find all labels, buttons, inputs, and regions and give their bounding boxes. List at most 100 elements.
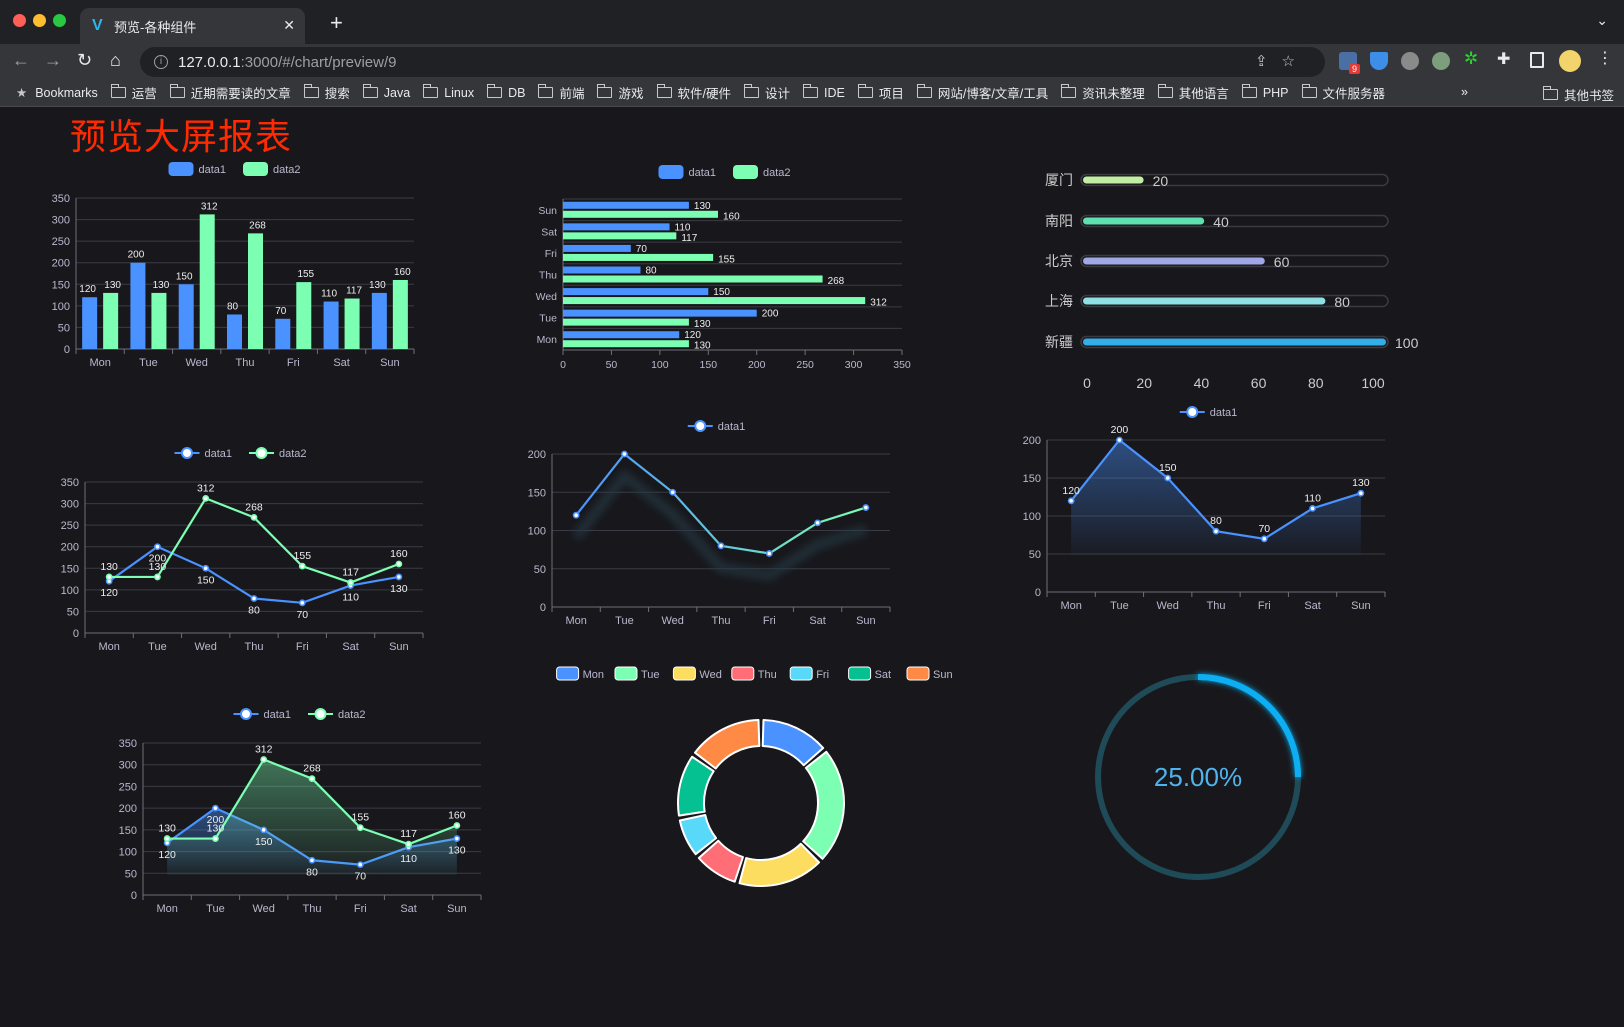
- site-info-icon[interactable]: i: [154, 55, 168, 69]
- point-value-label: 160: [390, 548, 408, 560]
- share-icon[interactable]: ⇪: [1254, 53, 1282, 70]
- other-bookmarks-folder[interactable]: 其他书签: [1542, 85, 1614, 104]
- pie-slice-Tue[interactable]: [802, 750, 845, 860]
- side-panel-icon[interactable]: [1530, 52, 1544, 68]
- bar-value-label: 130: [153, 280, 170, 291]
- back-icon[interactable]: ←: [12, 50, 30, 70]
- bookmarks-button[interactable]: ★ Bookmarks: [16, 85, 98, 101]
- y-tick-label: 150: [61, 563, 79, 575]
- bar-value-label: 150: [176, 271, 193, 282]
- bookmark-folder[interactable]: 搜索: [303, 83, 350, 102]
- pie-slice-Fri[interactable]: [678, 814, 718, 856]
- browser-chrome: V 预览-各种组件 ✕ + ⌄ ← → ↻ ⌂ i 127.0.0.1:3000…: [0, 0, 1624, 107]
- progress-label: 北京: [1045, 253, 1073, 269]
- legend-item-Mon[interactable]: Mon: [556, 666, 604, 681]
- bookmark-folder[interactable]: 设计: [743, 83, 790, 102]
- folder-icon: [303, 84, 319, 98]
- forward-icon[interactable]: →: [44, 50, 62, 70]
- point-value-label: 130: [207, 823, 225, 835]
- bookmark-folder[interactable]: DB: [487, 83, 525, 102]
- x-tick-label: Sun: [380, 357, 400, 369]
- bookmark-folder[interactable]: 文件服务器: [1301, 83, 1385, 102]
- legend-item-data1[interactable]: data1: [658, 165, 717, 179]
- legend-item-data2[interactable]: data2: [733, 165, 791, 179]
- bar-data1: [563, 309, 757, 317]
- browser-tab[interactable]: V 预览-各种组件 ✕: [80, 8, 305, 44]
- address-bar[interactable]: i 127.0.0.1:3000/#/chart/preview/9 ⇪☆: [140, 47, 1325, 77]
- bookmark-folder[interactable]: 项目: [857, 83, 904, 102]
- folder-icon: [803, 84, 818, 98]
- menu-kebab-icon[interactable]: ⋮: [1597, 50, 1613, 67]
- x-tick-label: Thu: [1207, 600, 1226, 612]
- legend-item-data1[interactable]: data1: [233, 708, 292, 721]
- bookmark-folder[interactable]: 其他语言: [1157, 83, 1229, 102]
- bookmarks-bar: ★ Bookmarks 运营 近期需要读的文章 搜索 Java Linux DB 前端 游戏 软件…: [0, 79, 1624, 107]
- star-extension-icon[interactable]: ✲: [1464, 49, 1479, 68]
- avatar[interactable]: [1559, 50, 1581, 72]
- legend-symbol: [1186, 406, 1199, 418]
- close-window-button[interactable]: [13, 14, 26, 27]
- bookmark-folder[interactable]: PHP: [1241, 83, 1289, 102]
- more-bookmarks-chevron[interactable]: »: [1461, 85, 1468, 99]
- new-tab-button[interactable]: +: [330, 10, 343, 35]
- legend-item-data1[interactable]: data1: [687, 420, 746, 433]
- reload-icon[interactable]: ↻: [77, 50, 93, 70]
- x-tick-label: Wed: [186, 357, 208, 369]
- bar-data2: [296, 282, 312, 349]
- pie-slice-Sat[interactable]: [677, 755, 715, 817]
- legend-item-Tue[interactable]: Tue: [614, 666, 660, 681]
- point-value-label: 130: [158, 823, 176, 835]
- legend-item-data1[interactable]: data1: [174, 447, 233, 460]
- progress-label: 厦门: [1045, 172, 1073, 188]
- bar-data2: [248, 233, 263, 349]
- y-tick-label: 0: [73, 628, 79, 640]
- legend-item-Sat[interactable]: Sat: [848, 666, 892, 681]
- bar-data2: [563, 232, 677, 240]
- puzzle-extensions-icon[interactable]: ✚: [1497, 51, 1511, 68]
- green-dot-extension-icon[interactable]: [1432, 52, 1450, 70]
- bookmark-folder[interactable]: 网站/博客/文章/工具: [916, 83, 1048, 102]
- point-value-label: 130: [100, 561, 118, 573]
- legend-item-data2[interactable]: data2: [249, 447, 307, 460]
- progress-value: 100: [1395, 335, 1419, 351]
- bar-value-label: 155: [297, 269, 314, 280]
- pie-slice-Mon[interactable]: [761, 719, 825, 767]
- maximize-window-button[interactable]: [53, 14, 66, 27]
- legend-item-data2[interactable]: data2: [243, 162, 301, 176]
- legend-item-Fri[interactable]: Fri: [789, 666, 829, 681]
- command-extension-icon[interactable]: [1401, 52, 1419, 70]
- legend-item-Thu[interactable]: Thu: [731, 666, 777, 681]
- bar-value-label: 110: [675, 222, 691, 233]
- bookmark-star-icon[interactable]: ☆: [1281, 53, 1309, 70]
- legend-item-Sun[interactable]: Sun: [906, 666, 953, 681]
- bookmark-folder[interactable]: Linux: [423, 83, 474, 102]
- minimize-window-button[interactable]: [33, 14, 46, 27]
- bookmark-folder[interactable]: IDE: [803, 83, 845, 102]
- pie-slice-Wed[interactable]: [738, 842, 820, 887]
- bookmark-folder[interactable]: 软件/硬件: [656, 83, 731, 102]
- bar-data1: [275, 318, 291, 349]
- close-tab-icon[interactable]: ✕: [283, 17, 295, 33]
- data-point-data2: [163, 835, 171, 842]
- gem-extension-icon[interactable]: [1370, 52, 1388, 70]
- tab-search-chevron-icon[interactable]: ⌄: [1596, 12, 1608, 28]
- bookmark-folder[interactable]: 资讯未整理: [1061, 83, 1145, 102]
- data-point-data1: [1067, 497, 1075, 505]
- bookmark-label: Java: [383, 85, 411, 100]
- y-tick-label: 0: [540, 602, 546, 614]
- legend-item-data1[interactable]: data1: [168, 162, 227, 176]
- bookmark-folder[interactable]: 近期需要读的文章: [169, 83, 291, 102]
- legend-item-Wed[interactable]: Wed: [672, 666, 722, 681]
- bookmark-folder[interactable]: Java: [362, 83, 411, 102]
- legend-swatch: [168, 162, 194, 176]
- legend-item-data2[interactable]: data2: [308, 708, 366, 721]
- legend-item-data1[interactable]: data1: [1179, 406, 1238, 419]
- bookmark-folder[interactable]: 游戏: [597, 83, 644, 102]
- pie-slice-Thu[interactable]: [697, 839, 744, 883]
- bookmark-folder[interactable]: 运营: [110, 83, 157, 102]
- chart-legend: data1 data2: [168, 162, 301, 176]
- pie-slice-Sun[interactable]: [693, 719, 761, 770]
- home-icon[interactable]: ⌂: [110, 50, 121, 70]
- bookmark-folder[interactable]: 前端: [538, 83, 584, 102]
- data-point-data1: [765, 550, 773, 557]
